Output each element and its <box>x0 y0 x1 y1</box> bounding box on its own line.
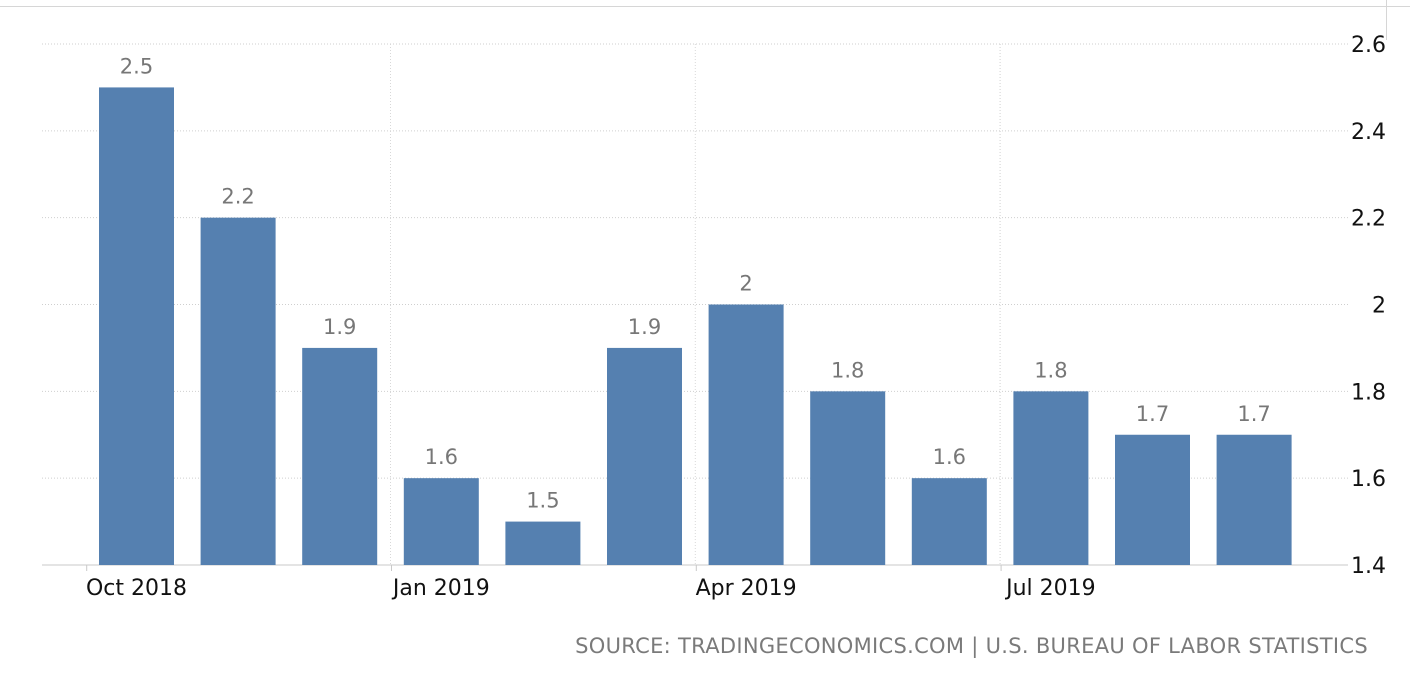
bar <box>403 478 479 565</box>
bars <box>99 87 1292 566</box>
bar <box>810 391 886 565</box>
y-tick-label: 2.6 <box>1351 33 1386 58</box>
data-label: 1.7 <box>1237 402 1270 426</box>
bar-chart: 2.5 2.2 1.9 1.6 1.5 1.9 2 1.8 1.6 1.8 1.7 1.7 Oct 2… <box>42 33 1386 601</box>
y-tick-label: 2 <box>1372 294 1386 319</box>
data-label: 1.8 <box>1034 358 1067 382</box>
data-label: 1.7 <box>1136 402 1169 426</box>
data-label: 2 <box>739 272 752 296</box>
y-tick-label: 1.4 <box>1351 554 1386 579</box>
bar <box>200 217 276 565</box>
x-tick-label: Jan 2019 <box>391 576 490 601</box>
bar <box>1115 434 1190 565</box>
source-caption: SOURCE: TRADINGECONOMICS.COM | U.S. BURE… <box>575 634 1368 658</box>
y-axis-ticks: 1.4 1.6 1.8 2 2.2 2.4 2.6 <box>1351 33 1386 579</box>
data-labels: 2.5 2.2 1.9 1.6 1.5 1.9 2 1.8 1.6 1.8 1.7 1.7 <box>120 54 1271 512</box>
bar <box>505 521 581 565</box>
data-label: 1.6 <box>425 445 458 469</box>
data-label: 1.9 <box>628 315 661 339</box>
y-tick-label: 1.6 <box>1351 467 1386 492</box>
bar <box>911 478 987 565</box>
data-label: 1.6 <box>933 445 966 469</box>
data-label: 2.5 <box>120 54 153 78</box>
x-axis-ticks: Oct 2018 Jan 2019 Apr 2019 Jul 2019 <box>86 565 1096 601</box>
data-label: 1.5 <box>526 489 559 513</box>
bar <box>99 87 174 566</box>
data-label: 1.8 <box>831 358 864 382</box>
y-tick-label: 2.4 <box>1351 120 1386 145</box>
x-tick-label: Apr 2019 <box>696 576 797 601</box>
bar <box>1216 434 1292 565</box>
y-tick-label: 1.8 <box>1351 380 1386 405</box>
bar <box>607 347 682 565</box>
data-label: 1.9 <box>323 315 356 339</box>
frame-top-border <box>0 0 1410 7</box>
data-label: 2.2 <box>221 185 254 209</box>
frame-right-border <box>1386 0 1387 40</box>
bar <box>1013 391 1089 565</box>
bar <box>708 304 784 565</box>
x-tick-label: Oct 2018 <box>86 576 187 601</box>
bar <box>302 347 378 565</box>
x-tick-label: Jul 2019 <box>1004 576 1096 601</box>
y-tick-label: 2.2 <box>1351 207 1386 232</box>
